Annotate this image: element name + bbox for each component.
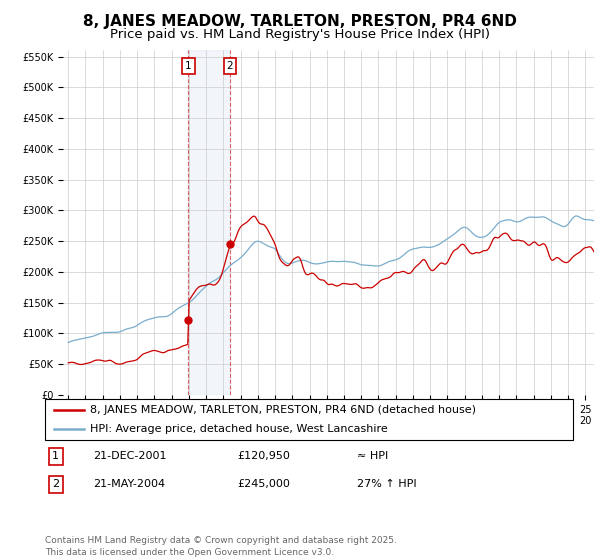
- Text: 21-MAY-2004: 21-MAY-2004: [93, 479, 165, 489]
- Text: 1: 1: [52, 451, 59, 461]
- Text: £120,950: £120,950: [237, 451, 290, 461]
- Text: 27% ↑ HPI: 27% ↑ HPI: [357, 479, 416, 489]
- Text: 8, JANES MEADOW, TARLETON, PRESTON, PR4 6ND (detached house): 8, JANES MEADOW, TARLETON, PRESTON, PR4 …: [90, 405, 476, 415]
- Text: 1: 1: [185, 60, 191, 71]
- Bar: [188, 50, 230, 395]
- Text: £245,000: £245,000: [237, 479, 290, 489]
- Text: 2: 2: [227, 60, 233, 71]
- Text: ≈ HPI: ≈ HPI: [357, 451, 388, 461]
- Text: 21-DEC-2001: 21-DEC-2001: [93, 451, 167, 461]
- Text: 2: 2: [52, 479, 59, 489]
- Text: 8, JANES MEADOW, TARLETON, PRESTON, PR4 6ND: 8, JANES MEADOW, TARLETON, PRESTON, PR4 …: [83, 14, 517, 29]
- Text: Contains HM Land Registry data © Crown copyright and database right 2025.
This d: Contains HM Land Registry data © Crown c…: [45, 536, 397, 557]
- Text: HPI: Average price, detached house, West Lancashire: HPI: Average price, detached house, West…: [90, 424, 388, 433]
- Text: Price paid vs. HM Land Registry's House Price Index (HPI): Price paid vs. HM Land Registry's House …: [110, 28, 490, 41]
